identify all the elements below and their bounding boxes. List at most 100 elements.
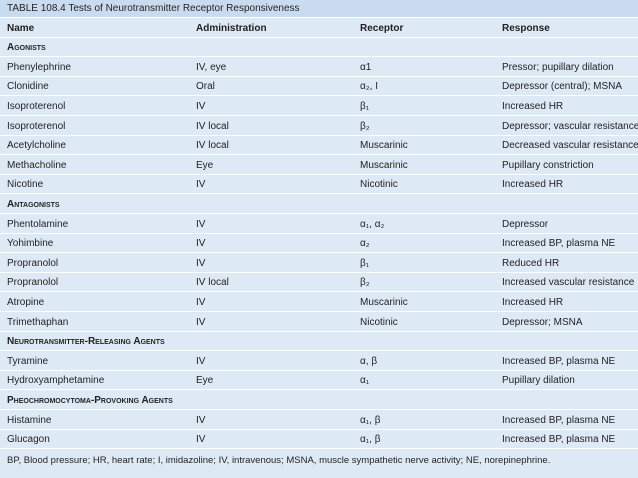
table-cell: α, β	[360, 355, 378, 367]
table-cell: β₂	[360, 277, 370, 289]
table-cell: IV	[196, 355, 206, 367]
table-cell: Muscarinic	[360, 159, 408, 171]
table-cell: Eye	[196, 375, 214, 387]
table-row: Methacholine Eye Muscarinic Pupillary const…	[0, 156, 638, 175]
table-cell: Propranolol	[7, 257, 59, 269]
table-cell: Tyramine	[7, 355, 49, 367]
table-cell: α₁, β	[360, 434, 381, 446]
table-cell: Reduced HR	[502, 257, 560, 269]
table-cell: IV	[196, 218, 206, 230]
table-cell: IV local	[196, 120, 229, 132]
table-cell: Decreased vascular resistance	[502, 140, 638, 152]
table-cell: IV, eye	[196, 61, 227, 73]
table-cell: Methacholine	[7, 159, 67, 171]
footnote: BP, Blood pressure; HR, heart rate; I, i…	[7, 455, 551, 466]
table-cell: Hydroxyamphetamine	[7, 375, 105, 387]
table-cell: α1	[360, 61, 372, 73]
table-title: TABLE 108.4 Tests of Neurotransmitter Re…	[0, 0, 638, 18]
table-row: Trimethaphan IV Nicotinic Depressor; MSNA	[0, 313, 638, 332]
table-cell: IV	[196, 296, 206, 308]
table-cell: Propranolol	[7, 277, 59, 289]
table-row: Propranolol IV β₁ Reduced HR	[0, 254, 638, 273]
table-cell: Increased HR	[502, 296, 564, 308]
table-cell: Nicotinic	[360, 316, 398, 328]
section-row: Pheochromocytoma-Provoking Agents	[0, 391, 638, 410]
table-cell: Increased HR	[502, 100, 564, 112]
table-cell: Oral	[196, 81, 215, 93]
table-cell: Pressor; pupillary dilation	[502, 61, 614, 73]
table-row: Glucagon IV α₁, β Increased BP, plasma NE	[0, 430, 638, 450]
section-heading: Neurotransmitter-Releasing Agents	[7, 336, 165, 348]
table-cell: Increased BP, plasma NE	[502, 355, 616, 367]
table-row: Yohimbine IV α₂ Increased BP, plasma NE	[0, 234, 638, 254]
table-cell: IV	[196, 257, 206, 269]
table-cell: β₁	[360, 100, 370, 112]
section-row: Agonists	[0, 38, 638, 58]
table-cell: Pupillary constriction	[502, 159, 594, 171]
table-row: Tyramine IV α, β Increased BP, plasma NE	[0, 352, 638, 371]
table-cell: Depressor; MSNA	[502, 316, 583, 328]
table-row: Clonidine Oral α₂, I Depressor (central); M…	[0, 77, 638, 97]
header-row: Name Administration Receptor Response	[0, 19, 638, 38]
section-heading: Antagonists	[7, 198, 60, 210]
column-header: Response	[502, 22, 550, 34]
table-cell: β₁	[360, 257, 370, 269]
table-cell: Histamine	[7, 414, 52, 426]
table-row: Isoproterenol IV β₁ Increased HR	[0, 97, 638, 116]
table-row: Hydroxyamphetamine Eye α₁ Pupillary dilatio…	[0, 371, 638, 391]
table-cell: IV	[196, 179, 206, 191]
table-row: Atropine IV Muscarinic Increased HR	[0, 293, 638, 312]
table-cell: IV	[196, 316, 206, 328]
table-cell: α₁, β	[360, 414, 381, 426]
table-row: Phenylephrine IV, eye α1 Pressor; pupillary…	[0, 58, 638, 77]
table-cell: α₂	[360, 238, 370, 250]
table-cell: Phenylephrine	[7, 61, 71, 73]
table-cell: β₂	[360, 120, 370, 132]
table-row: Isoproterenol IV local β₂ Depressor; vascul…	[0, 117, 638, 136]
table-cell: Clonidine	[7, 81, 49, 93]
section-heading: Agonists	[7, 42, 46, 54]
table-cell: IV	[196, 414, 206, 426]
table-cell: IV	[196, 100, 206, 112]
column-header: Name	[7, 22, 35, 34]
table-cell: Increased BP, plasma NE	[502, 434, 616, 446]
table-cell: α₁, α₂	[360, 218, 385, 230]
table-cell: Trimethaphan	[7, 316, 69, 328]
table-cell: IV	[196, 238, 206, 250]
table-cell: Eye	[196, 159, 214, 171]
table-cell: IV local	[196, 140, 229, 152]
table-cell: α₁	[360, 375, 370, 387]
table-cell: Depressor (central); MSNA	[502, 81, 623, 93]
section-row: Neurotransmitter-Releasing Agents	[0, 332, 638, 352]
table-cell: Isoproterenol	[7, 100, 66, 112]
table-row: Phentolamine IV α₁, α₂ Depressor	[0, 215, 638, 234]
table-cell: Phentolamine	[7, 218, 69, 230]
table-cell: Increased HR	[502, 179, 564, 191]
table-cell: IV	[196, 434, 206, 446]
table-cell: Muscarinic	[360, 296, 408, 308]
table-row: Propranolol IV local β₂ Increased vascular …	[0, 273, 638, 293]
table-cell: Muscarinic	[360, 140, 408, 152]
section-heading: Pheochromocytoma-Provoking Agents	[7, 394, 173, 406]
table-cell: Increased BP, plasma NE	[502, 238, 616, 250]
table-cell: Isoproterenol	[7, 120, 66, 132]
column-header: Administration	[196, 22, 267, 34]
table-cell: Yohimbine	[7, 238, 54, 250]
table-row: Nicotine IV Nicotinic Increased HR	[0, 175, 638, 195]
table-row: Acetylcholine IV local Muscarinic Decreased…	[0, 136, 638, 156]
table-cell: α₂, I	[360, 81, 378, 93]
table-cell: Glucagon	[7, 434, 50, 446]
table-cell: Depressor	[502, 218, 549, 230]
table-cell: Nicotine	[7, 179, 44, 191]
section-row: Antagonists	[0, 195, 638, 214]
table-cell: Depressor; vascular resistance	[502, 120, 638, 132]
table-cell: IV local	[196, 277, 229, 289]
table-cell: Nicotinic	[360, 179, 398, 191]
table-cell: Increased vascular resistance	[502, 277, 635, 289]
table-row: Histamine IV α₁, β Increased BP, plasma NE	[0, 411, 638, 430]
column-header: Receptor	[360, 22, 404, 34]
table-cell: Pupillary dilation	[502, 375, 575, 387]
table-cell: Increased BP, plasma NE	[502, 414, 616, 426]
table-cell: Acetylcholine	[7, 140, 66, 152]
